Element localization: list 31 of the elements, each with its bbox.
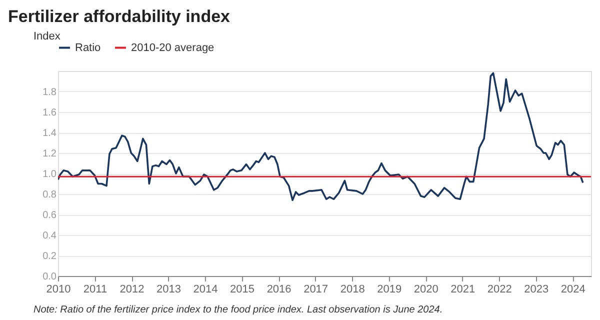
- x-tick-label: 2010: [46, 284, 71, 296]
- x-tick-label: 2021: [450, 284, 476, 296]
- y-tick-label: 1.4: [42, 128, 57, 139]
- x-tick-label: 2014: [193, 284, 218, 296]
- x-tick-label: 2012: [120, 284, 144, 296]
- x-tick-label: 2019: [377, 284, 402, 296]
- y-tick-label: 0.2: [42, 251, 57, 262]
- line-series: [58, 72, 584, 202]
- y-tick-label: 0.8: [42, 190, 57, 200]
- x-tick-label: 2013: [156, 284, 182, 296]
- y-tick-label: 1.2: [42, 148, 57, 160]
- text: Note: Ratio of the fertilizer price index to the food price index. Last observation is June 2024.: [34, 304, 443, 316]
- x-tick-label: 2024: [560, 284, 586, 296]
- y-tick-label: 1.8: [42, 87, 57, 98]
- x-tick-label: 2020: [414, 284, 438, 296]
- x-tick-label: 2017: [304, 284, 328, 296]
- x-tick-label: 2016: [266, 284, 292, 296]
- legend-label: Ratio: [75, 42, 101, 54]
- y-tick-label: 0.6: [42, 210, 57, 221]
- x-tick-label: 2011: [83, 284, 108, 296]
- x-tick-label: 2015: [230, 284, 255, 296]
- x-tick-label: 2023: [524, 284, 549, 296]
- x-tick-label: 2018: [340, 284, 365, 296]
- y-axis-title: Index: [34, 30, 61, 42]
- y-tick-label: 0.0: [42, 272, 57, 282]
- y-tick-label: 1.6: [42, 108, 57, 118]
- y-tick-label: 0.4: [42, 230, 57, 242]
- y-tick-label: 1.0: [42, 169, 57, 180]
- legend-label: 2010-20 average: [131, 42, 214, 54]
- chart-title: Fertilizer affordability index: [8, 7, 231, 26]
- x-tick-label: 2022: [487, 284, 512, 296]
